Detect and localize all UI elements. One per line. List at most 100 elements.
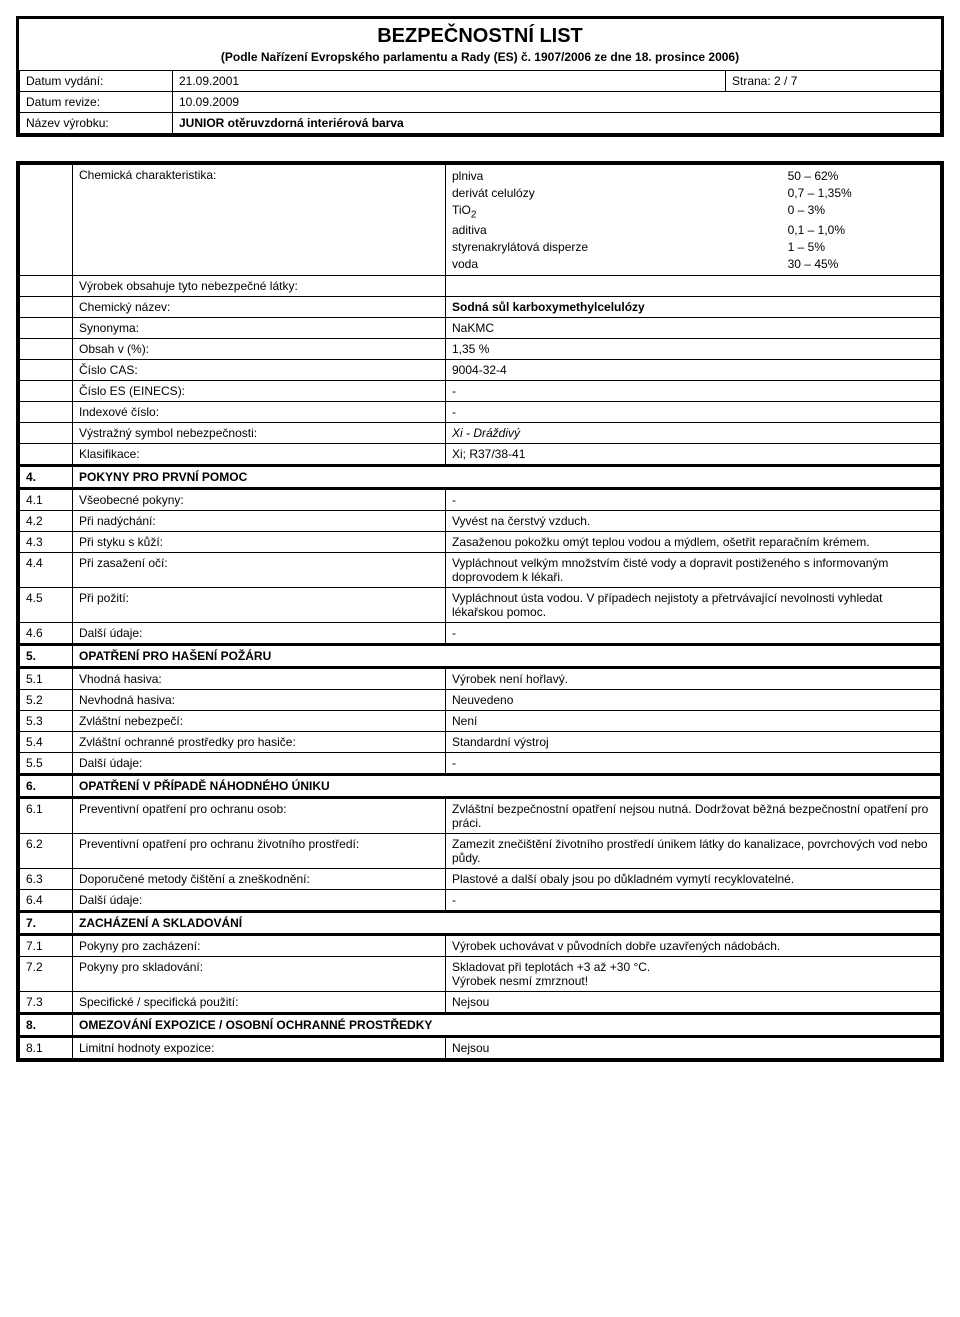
main-table: Chemická charakteristika: plniva50 – 62%… [19, 164, 941, 1059]
table-row: Klasifikace:Xi; R37/38-41 [20, 444, 941, 466]
row-key: Limitní hodnoty expozice: [73, 1037, 446, 1059]
section-title: OPATŘENÍ V PŘÍPADĚ NÁHODNÉHO ÚNIKU [73, 775, 941, 798]
row-value: - [446, 381, 941, 402]
row-num: 5.5 [20, 753, 73, 775]
table-row: Synonyma:NaKMC [20, 318, 941, 339]
row-num: 4.6 [20, 623, 73, 645]
section-title: OMEZOVÁNÍ EXPOZICE / OSOBNÍ OCHRANNÉ PRO… [73, 1014, 941, 1037]
section-header: 8.OMEZOVÁNÍ EXPOZICE / OSOBNÍ OCHRANNÉ P… [20, 1014, 941, 1037]
table-row: 7.3Specifické / specifická použití:Nejso… [20, 992, 941, 1014]
row-num: 4.5 [20, 588, 73, 623]
comp-value: 50 – 62% [788, 168, 934, 185]
section-header: 6.OPATŘENÍ V PŘÍPADĚ NÁHODNÉHO ÚNIKU [20, 775, 941, 798]
table-row: 7.2Pokyny pro skladování:Skladovat při t… [20, 957, 941, 992]
comp-value: 0,1 – 1,0% [788, 222, 934, 239]
section-header: 7.ZACHÁZENÍ A SKLADOVÁNÍ [20, 912, 941, 935]
table-row: Chemická charakteristika: plniva50 – 62%… [20, 165, 941, 276]
table-row: 4.3Při styku s kůží:Zasaženou pokožku om… [20, 532, 941, 553]
date-rev-value: 10.09.2009 [173, 92, 941, 113]
product-name-value: JUNIOR otěruvzdorná interiérová barva [173, 113, 941, 134]
header-box: BEZPEČNOSTNÍ LIST (Podle Nařízení Evrops… [16, 16, 944, 137]
comp-value: 0,7 – 1,35% [788, 185, 934, 202]
row-value: 1,35 % [446, 339, 941, 360]
row-key: Výstražný symbol nebezpečnosti: [73, 423, 446, 444]
row-key: Výrobek obsahuje tyto nebezpečné látky: [73, 276, 446, 297]
table-row: 4.2Při nadýchání:Vyvést na čerstvý vzduc… [20, 511, 941, 532]
table-row: 5.1Vhodná hasiva:Výrobek není hořlavý. [20, 668, 941, 690]
comp-name: derivát celulózy [452, 185, 788, 202]
row-key: Indexové číslo: [73, 402, 446, 423]
row-key: Pokyny pro skladování: [73, 957, 446, 992]
row-value: - [446, 753, 941, 775]
row-key: Nevhodná hasiva: [73, 690, 446, 711]
row-value: 9004-32-4 [446, 360, 941, 381]
row-key: Doporučené metody čištění a zneškodnění: [73, 869, 446, 890]
row-num: 5.2 [20, 690, 73, 711]
row-value: - [446, 402, 941, 423]
row-num: 7.3 [20, 992, 73, 1014]
table-row: 5.5Další údaje:- [20, 753, 941, 775]
row-key: Pokyny pro zacházení: [73, 935, 446, 957]
section-number: 7. [20, 912, 73, 935]
row-value: Vyvést na čerstvý vzduch. [446, 511, 941, 532]
product-name-label: Název výrobku: [20, 113, 173, 134]
comp-value: 1 – 5% [788, 239, 934, 256]
row-value: Vypláchnout ústa vodou. V případech neji… [446, 588, 941, 623]
row-num: 4.1 [20, 489, 73, 511]
table-row: Výrobek obsahuje tyto nebezpečné látky: [20, 276, 941, 297]
table-row: 6.1Preventivní opatření pro ochranu osob… [20, 798, 941, 834]
row-value: NaKMC [446, 318, 941, 339]
row-key: Při nadýchání: [73, 511, 446, 532]
section-header: 4.POKYNY PRO PRVNÍ POMOC [20, 466, 941, 489]
comp-value: 0 – 3% [788, 202, 934, 222]
comp-name: aditiva [452, 222, 788, 239]
comp-name: TiO2 [452, 202, 788, 222]
row-num: 4.2 [20, 511, 73, 532]
row-key: Preventivní opatření pro ochranu životní… [73, 834, 446, 869]
table-row: 7.1Pokyny pro zacházení:Výrobek uchováva… [20, 935, 941, 957]
table-row: 6.4Další údaje:- [20, 890, 941, 912]
table-row: 4.4Při zasažení očí:Vypláchnout velkým m… [20, 553, 941, 588]
section-title: OPATŘENÍ PRO HAŠENÍ POŽÁRU [73, 645, 941, 668]
section-title: ZACHÁZENÍ A SKLADOVÁNÍ [73, 912, 941, 935]
table-row: 6.2Preventivní opatření pro ochranu živo… [20, 834, 941, 869]
row-key: Číslo ES (EINECS): [73, 381, 446, 402]
page-label: Strana: 2 / 7 [726, 71, 941, 92]
row-value: Výrobek není hořlavý. [446, 668, 941, 690]
row-num: 6.3 [20, 869, 73, 890]
row-num: 5.4 [20, 732, 73, 753]
row-value: Sodná sůl karboxymethylcelulózy [446, 297, 941, 318]
row-value: - [446, 623, 941, 645]
date-rev-label: Datum revize: [20, 92, 173, 113]
table-row: Obsah v (%):1,35 % [20, 339, 941, 360]
row-value: Xi - Dráždivý [446, 423, 941, 444]
row-value: Skladovat při teplotách +3 až +30 °C.Výr… [446, 957, 941, 992]
row-key: Obsah v (%): [73, 339, 446, 360]
row-key: Při požití: [73, 588, 446, 623]
table-row: 4.5Při požití:Vypláchnout ústa vodou. V … [20, 588, 941, 623]
row-key: Zvláštní nebezpečí: [73, 711, 446, 732]
row-key: Další údaje: [73, 623, 446, 645]
table-row: 6.3Doporučené metody čištění a zneškodně… [20, 869, 941, 890]
row-key: Číslo CAS: [73, 360, 446, 381]
row-num: 4.4 [20, 553, 73, 588]
table-row: 5.2Nevhodná hasiva:Neuvedeno [20, 690, 941, 711]
header-table: Datum vydání: 21.09.2001 Strana: 2 / 7 D… [19, 70, 941, 134]
row-key: Chemický název: [73, 297, 446, 318]
row-value: Xi; R37/38-41 [446, 444, 941, 466]
row-num: 5.3 [20, 711, 73, 732]
section-header: 5.OPATŘENÍ PRO HAŠENÍ POŽÁRU [20, 645, 941, 668]
row-value: Nejsou [446, 992, 941, 1014]
section-title: POKYNY PRO PRVNÍ POMOC [73, 466, 941, 489]
row-value [446, 276, 941, 297]
table-row: 4.6Další údaje:- [20, 623, 941, 645]
row-num: 7.1 [20, 935, 73, 957]
row-value: - [446, 890, 941, 912]
row-key: Všeobecné pokyny: [73, 489, 446, 511]
row-key: Synonyma: [73, 318, 446, 339]
table-row: Indexové číslo:- [20, 402, 941, 423]
composition-table: plniva50 – 62% derivát celulózy0,7 – 1,3… [452, 168, 934, 272]
row-num: 4.3 [20, 532, 73, 553]
chemical-char-label: Chemická charakteristika: [73, 165, 446, 276]
comp-value: 30 – 45% [788, 256, 934, 273]
